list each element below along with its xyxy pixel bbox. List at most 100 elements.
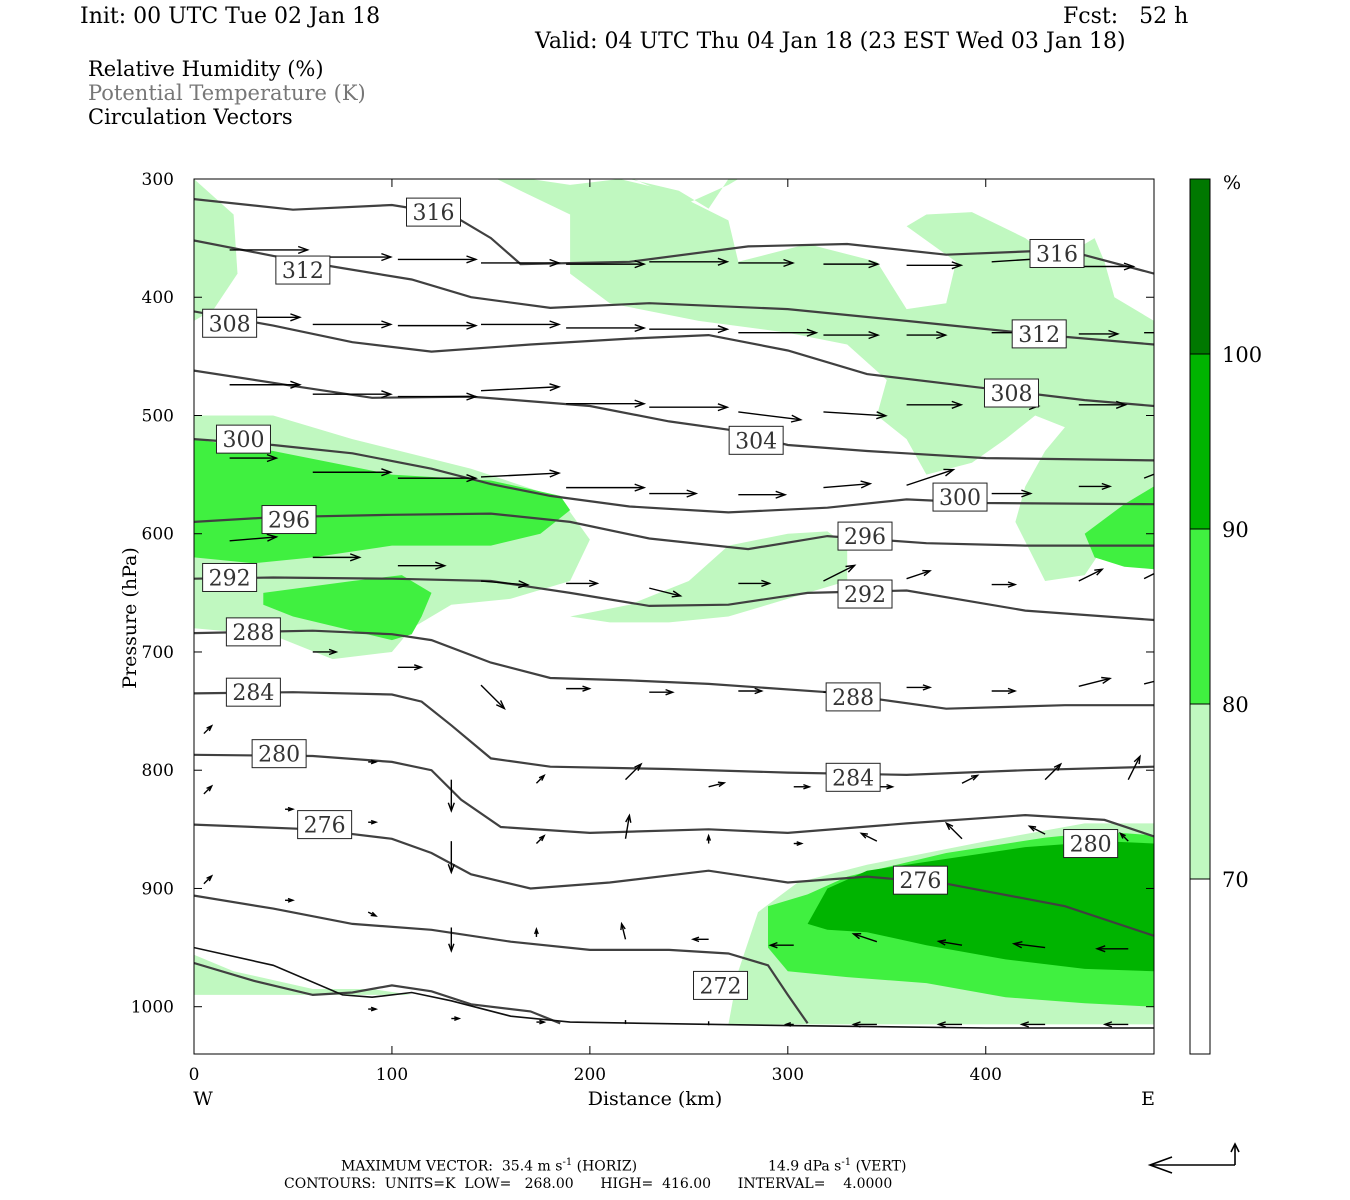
circulation-vector [783,1022,794,1027]
circulation-vector [397,561,447,570]
circulation-vector [961,774,980,784]
vector-head [951,261,964,270]
circulation-vector [566,260,647,269]
vector-head [370,759,379,765]
contour-label-text: 292 [844,583,886,608]
x-tick-label: 300 [772,1065,804,1085]
circulation-vector [649,489,699,498]
contour-label-text: 288 [232,621,274,646]
vector-shaft [708,782,725,788]
vector-head [1173,463,1183,470]
circulation-vector [823,260,881,269]
circulation-vector [991,687,1018,695]
vector-head [1053,762,1063,771]
vector-head [447,802,455,813]
colorbar: 100 90 80 70 [1189,178,1262,1055]
colorbar-segment [1190,529,1210,704]
vector-head [634,399,647,408]
contour-label-text: 296 [844,525,886,550]
isentrope-line [194,691,1154,777]
vector-head [466,474,478,483]
vector-head [539,1019,547,1025]
contour-label-box [983,378,1039,408]
vector-head [1160,567,1168,573]
circulation-vector [823,480,873,489]
circulation-vector [851,1021,877,1028]
circulation-vector [991,489,1033,498]
footer-vert-exponent: -1 [841,1157,852,1168]
vector-head [796,841,804,846]
circulation-vector [706,833,712,844]
vector-head [1123,262,1136,271]
vector-head [783,1022,792,1027]
circulation-vector [1011,941,1046,949]
contour-label-text: 300 [222,428,264,453]
circulation-vector [738,411,803,423]
circulation-vector [1143,680,1154,685]
humidity-shading [194,179,1154,1025]
contour-label-box [275,255,331,285]
contour-label-box [892,865,948,895]
contour-label: 296 [837,521,893,551]
vector-head [717,781,727,788]
circulation-vector [534,927,539,937]
y-tick-label: 500 [142,406,174,426]
contour-label-box [728,425,784,455]
vector-head [717,403,730,412]
vector-shaft [1078,568,1103,582]
vector-head [783,258,795,268]
vector-head [447,863,455,875]
contour-label-box [225,617,281,647]
contour-label-text: 288 [832,686,874,711]
vector-head [206,724,214,732]
vector-head [266,533,279,542]
circulation-vector [944,821,963,840]
vector-head [876,411,888,420]
isentrope-line [194,512,1154,551]
contour-label-text: 316 [1036,242,1078,267]
vector-head [454,1016,462,1021]
contour-label: 280 [251,739,307,769]
contour-label: 272 [693,970,749,1000]
circulation-vector [285,897,295,903]
circulation-vector [480,469,562,478]
vector-head [803,783,812,790]
circulation-vector [1027,825,1046,835]
colorbar-unit: % [1223,172,1241,194]
colorbar-segment [1190,354,1210,529]
vector-head [1007,687,1018,695]
contour-label: 304 [728,425,784,455]
vector-shaft [1143,572,1154,580]
vector-head [1101,482,1113,491]
vector-head [538,773,546,781]
contour-label: 288 [825,682,881,712]
circulation-vector [566,399,647,408]
contour-label-box [837,521,893,551]
circulation-vector [535,773,546,784]
circulation-vector [906,468,956,486]
vector-head [936,939,947,946]
contour-label: 276 [297,810,353,840]
circulation-vector [625,762,643,781]
contour-label-box [825,682,881,712]
contour-label-box [1011,319,1067,349]
circulation-vector [624,813,632,839]
vector-head [1019,1021,1030,1028]
vector-head [381,252,393,262]
isentrope-line [194,894,809,1024]
contour-label-box [215,424,271,454]
circulation-vector [793,841,804,846]
y-tick-label: 400 [142,288,174,308]
circulation-vector [481,320,562,329]
circulation-vector [368,759,379,765]
x-tick-label: 100 [376,1065,408,1085]
circulation-vector [229,245,310,255]
colorbar-frame [1189,178,1211,1055]
contour-label: 284 [225,677,281,707]
vector-head [1007,581,1018,588]
circulation-vector [480,684,506,710]
vector-shaft [853,933,878,943]
vector-head [549,469,562,478]
vector-shaft [1143,680,1154,685]
circulation-vector [312,320,393,329]
